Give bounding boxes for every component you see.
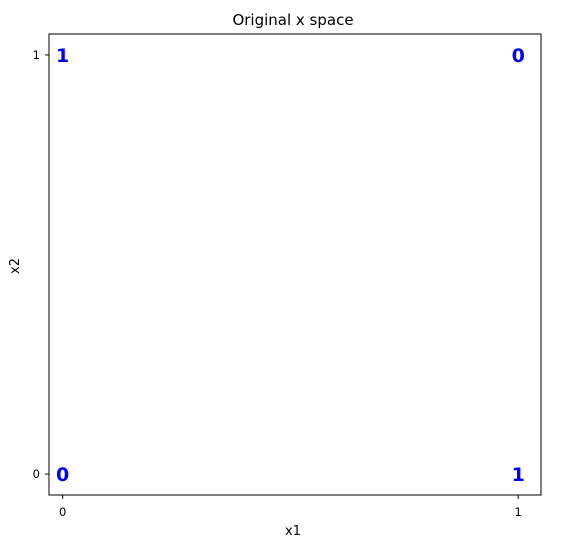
x-tick-label: 0 (59, 505, 66, 519)
y-axis: 01 (33, 48, 49, 481)
x-axis-label: x1 (285, 524, 301, 539)
point-label: 1 (56, 45, 69, 67)
chart-title: Original x space (232, 11, 353, 29)
y-tick-label: 0 (33, 467, 40, 481)
point-label: 0 (512, 45, 525, 67)
y-tick-label: 1 (33, 48, 40, 62)
point-label: 0 (56, 464, 69, 486)
plot-area (48, 33, 542, 496)
y-axis-label: x2 (8, 258, 23, 274)
point-labels: 0 1 1 0 (56, 45, 525, 486)
x-tick-label: 1 (515, 505, 522, 519)
point-label: 1 (512, 464, 525, 486)
